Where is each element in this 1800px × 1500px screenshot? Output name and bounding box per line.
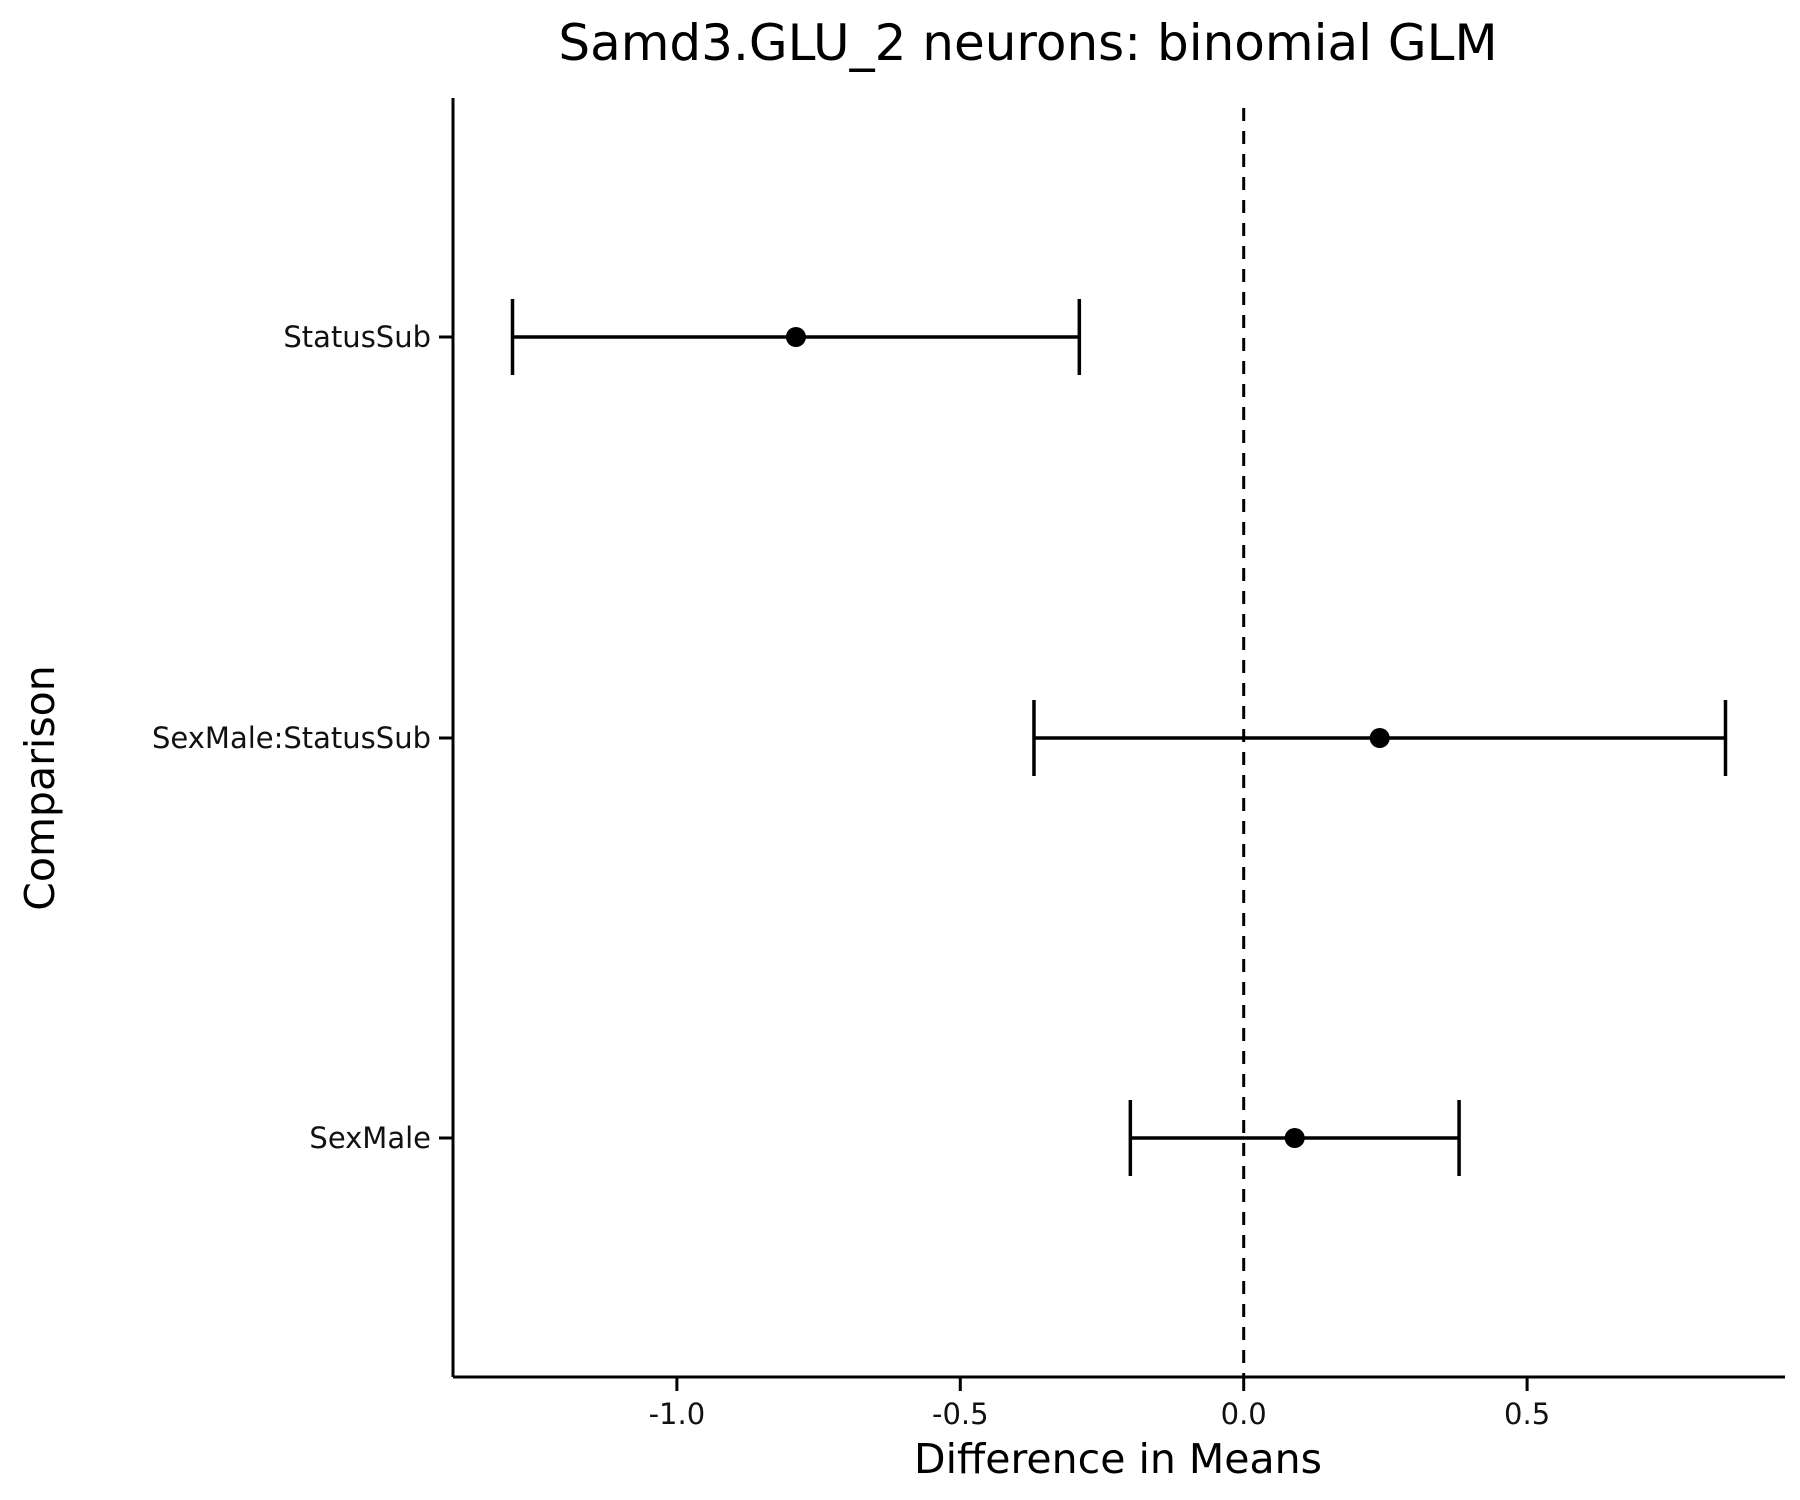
- x-tick-label: -1.0: [649, 1397, 706, 1431]
- y-tick-label: SexMale: [309, 1121, 431, 1155]
- y-axis-title: Comparison: [16, 665, 64, 910]
- plot-layer: -1.0 -0.5 0.0 0.5 StatusSub SexMale:StatusSub…: [152, 98, 1785, 1431]
- x-tick-label: 0.0: [1221, 1397, 1267, 1431]
- y-tick-label: SexMale:StatusSub: [152, 721, 431, 755]
- x-tick-label: -0.5: [932, 1397, 989, 1431]
- x-tick-label: 0.5: [1504, 1397, 1550, 1431]
- y-tick-label: StatusSub: [283, 320, 431, 354]
- x-axis-title: Difference in Means: [914, 1435, 1322, 1483]
- estimate-point: [1369, 728, 1390, 748]
- chart-title: Samd3.GLU_2 neurons: binomial GLM: [558, 14, 1497, 72]
- estimate-point: [785, 327, 806, 347]
- estimate-point: [1284, 1128, 1305, 1148]
